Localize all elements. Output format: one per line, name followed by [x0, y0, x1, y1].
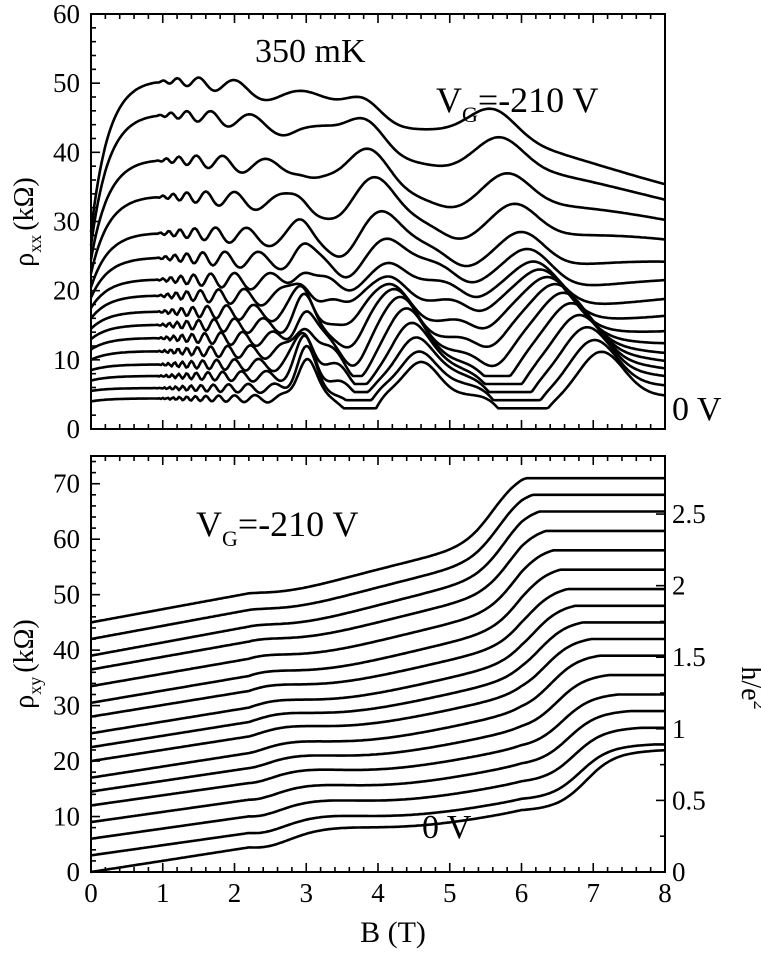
x-tick-label: 4: [371, 878, 385, 908]
x-tick-label: 0: [84, 878, 98, 908]
rho-xx-curve: [90, 350, 666, 410]
rho-xx-curve: [89, 175, 666, 274]
bottom-panel: 0 10 20 30 40 50 60 70 0 0.5 1 1.5 2 2.5 0 1 2 3 4 5 6 7 8 ρ…: [9, 455, 761, 949]
bottom-y-axis-label: ρxy(kΩ): [9, 619, 45, 708]
right-axis-label: h/e2: [735, 666, 761, 709]
bottom-y-tick-label: 40: [53, 635, 80, 665]
top-panel: 0 10 20 30 40 50 60 ρxx(kΩ) 350 mK VG=-210 V 0…: [9, 0, 722, 444]
bottom-gate-voltage-label: VG=-210 V: [196, 504, 359, 551]
bottom-y-tick-label: 30: [53, 691, 80, 721]
right-tick-label: 1.5: [672, 642, 706, 672]
rho-xx-curve: [89, 76, 666, 233]
top-zero-volt-label: 0 V: [672, 391, 722, 428]
rho-xy-curve: [90, 621, 665, 749]
top-curves: [89, 76, 666, 410]
rho-xx-curve: [90, 313, 666, 386]
rho-xy-curve: [90, 587, 665, 718]
rho-xx-curve: [90, 291, 666, 368]
x-tick-label: 3: [300, 878, 314, 908]
top-y-tick-labels: 0 10 20 30 40 50 60: [53, 0, 80, 444]
top-y-tick-label: 40: [53, 137, 80, 167]
top-y-tick-label: 10: [53, 345, 80, 375]
bottom-y-tick-label: 0: [67, 857, 81, 887]
x-tick-label: 8: [658, 878, 672, 908]
rho-xy-curve: [90, 726, 665, 840]
bottom-zero-volt-label: 0 V: [422, 809, 472, 846]
x-tick-label: 7: [587, 878, 601, 908]
top-y-tick-label: 20: [53, 276, 80, 306]
bottom-y-tick-label: 50: [53, 580, 80, 610]
rho-xx-curve: [89, 268, 666, 320]
right-tick-label: 0.5: [672, 785, 706, 815]
rho-xx-curve: [89, 237, 666, 299]
top-y-tick-label: 30: [53, 207, 80, 237]
x-tick-label: 1: [156, 878, 170, 908]
rho-xy-curve: [90, 693, 665, 807]
right-tick-label: 2.5: [672, 499, 706, 529]
rho-xy-curve: [90, 529, 665, 671]
bottom-y-tick-label: 20: [53, 746, 80, 776]
rho-xy-curve: [90, 510, 665, 657]
rho-xy-curve: [90, 493, 665, 641]
rho-xx-curve: [89, 209, 665, 288]
bottom-y-tick-labels: 0 10 20 30 40 50 60 70: [53, 469, 80, 887]
top-y-tick-label: 50: [53, 68, 80, 98]
bottom-y-tick-label: 60: [53, 524, 80, 554]
right-tick-label: 2: [672, 571, 686, 601]
x-tick-label: 2: [228, 878, 242, 908]
rho-xx-curve: [90, 338, 666, 402]
top-y-axis-label: ρxx(kΩ): [9, 177, 45, 266]
rho-xx-curve: [90, 301, 666, 378]
rho-xx-curve: [90, 325, 666, 394]
rho-xy-curve: [90, 604, 665, 735]
rho-xy-curve: [90, 637, 665, 763]
top-y-tick-label: 0: [67, 414, 81, 444]
rho-xy-curve: [90, 743, 665, 857]
rho-xx-curve: [90, 282, 665, 349]
x-tick-label: 6: [515, 878, 529, 908]
right-tick-label: 0: [672, 857, 686, 887]
rho-xy-curve: [90, 748, 666, 874]
bottom-y-tick-label: 10: [53, 802, 80, 832]
top-gate-voltage-label: VG=-210 V: [436, 80, 599, 127]
x-tick-label: 5: [443, 878, 457, 908]
rho-xy-curve: [90, 476, 665, 624]
bottom-y-tick-label: 70: [53, 469, 80, 499]
rho-xy-curve: [90, 548, 665, 688]
x-axis-label: B (T): [360, 916, 426, 949]
top-axis-ticks: [90, 13, 666, 430]
rho-xy-curve: [90, 654, 665, 779]
rho-xy-curve: [90, 709, 665, 824]
rho-xy-curve: [90, 568, 665, 705]
temperature-label: 350 mK: [255, 33, 366, 70]
top-y-tick-label: 60: [53, 0, 80, 29]
rho-xx-curve: [89, 147, 666, 260]
x-tick-labels: 0 1 2 3 4 5 6 7 8: [84, 878, 672, 908]
right-tick-label: 1: [672, 714, 686, 744]
rho-xx-curve: [89, 109, 666, 246]
bottom-right-tick-labels: 0 0.5 1 1.5 2 2.5: [672, 499, 706, 887]
bottom-curves: [90, 476, 666, 874]
rho-xy-curve: [90, 673, 665, 793]
